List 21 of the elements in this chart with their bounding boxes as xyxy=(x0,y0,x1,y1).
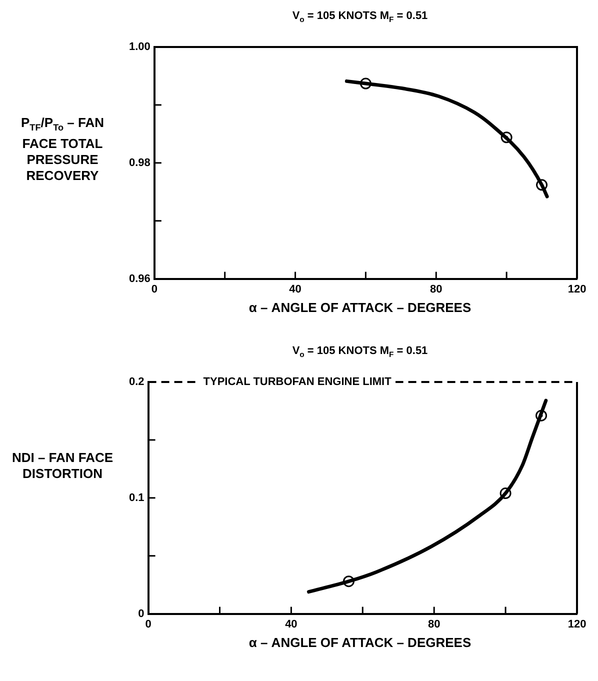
y-tick-label: 1.00 xyxy=(128,41,150,54)
x-tick-label: 40 xyxy=(289,283,302,296)
y-axis-title: P$_{TF}$/P$_{To}$ – FAN FACE TOTAL PRESSURE RECOVERY xyxy=(20,115,105,184)
line-series xyxy=(344,79,549,198)
y-axis-title: NDI – FAN FACE DISTORTION xyxy=(10,450,114,482)
x-axis-title: α – ANGLE OF ATTACK – DEGREES xyxy=(248,635,472,650)
x-tick-label: 80 xyxy=(428,618,440,630)
x-tick-label: 120 xyxy=(568,283,586,296)
x-tick-label: 40 xyxy=(285,618,298,630)
chart-title: V$_{o}$ = 105 KNOTS M$_{F}$ = 0.51 xyxy=(291,10,429,24)
y-tick-label: 0.2 xyxy=(128,376,144,388)
x-tick-label: 120 xyxy=(568,618,586,630)
line-series xyxy=(306,398,548,594)
y-tick-label: 0.1 xyxy=(128,492,144,504)
y-tick-label: 0.98 xyxy=(128,156,150,169)
y-tick-label: 0 xyxy=(138,608,144,620)
x-tick-label: 80 xyxy=(430,283,442,296)
ref-line-label: TYPICAL TURBOFAN ENGINE LIMIT xyxy=(203,376,392,388)
y-tick-label: 0.96 xyxy=(128,272,150,285)
x-axis-title: α – ANGLE OF ATTACK – DEGREES xyxy=(248,300,472,315)
chart-title: V$_{o}$ = 105 KNOTS M$_{F}$ = 0.51 xyxy=(291,345,429,360)
